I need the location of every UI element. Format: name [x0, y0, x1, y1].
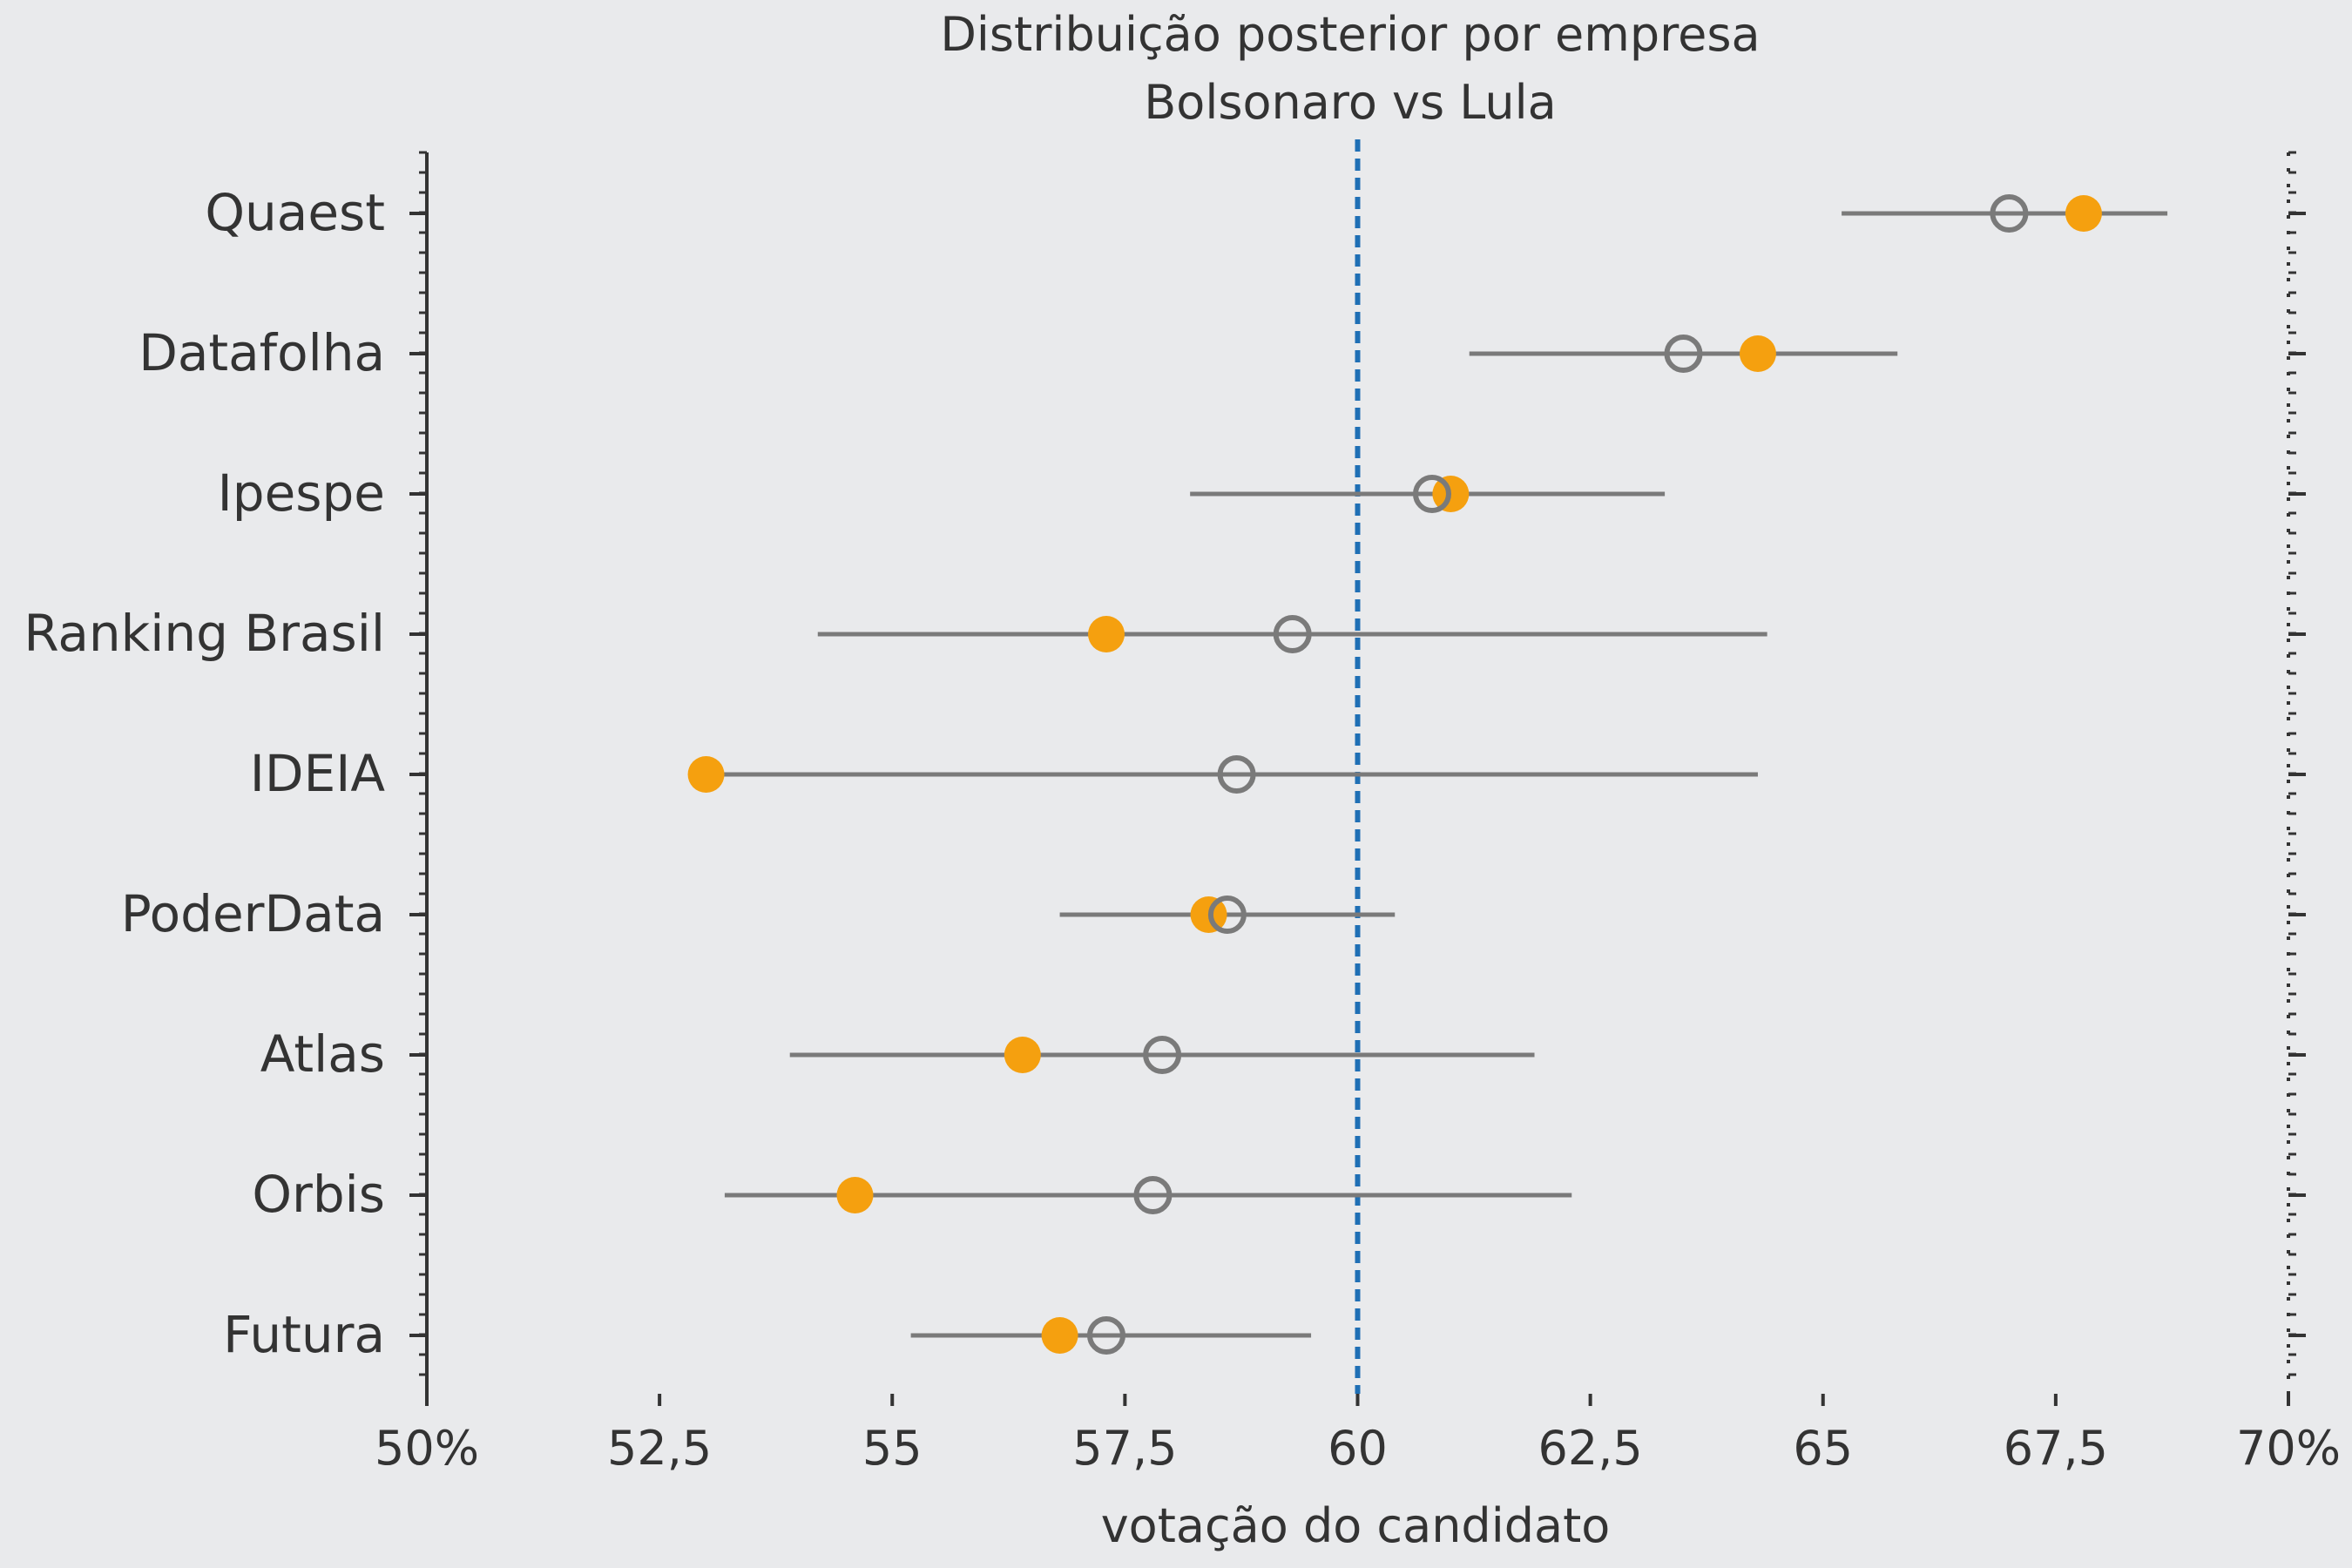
plot-area: Quaest Datafolha Ipespe Ranking Brasil IDEIA… [24, 139, 2341, 1476]
posterior-mean-point [1217, 755, 1256, 794]
observed-point [836, 1177, 874, 1213]
chart-title: Distribuição posterior por empresa [940, 7, 1760, 62]
y-tick-label: Futura [223, 1305, 385, 1364]
posterior-mean-point [1990, 194, 2029, 233]
x-tick-label: 52,5 [607, 1421, 712, 1476]
x-tick-label: 62,5 [1538, 1421, 1643, 1476]
x-tick-label: 50% [375, 1421, 479, 1476]
y-tick-label: PoderData [121, 884, 385, 943]
y-tick-label: Ipespe [218, 463, 385, 523]
observed-point [1739, 335, 1776, 372]
x-tick-label: 60 [1328, 1421, 1388, 1476]
observed-point [2065, 195, 2102, 232]
observed-point [1088, 616, 1125, 652]
x-tick-label: 57,5 [1072, 1421, 1177, 1476]
observed-point [1004, 1037, 1041, 1073]
x-tick-label: 65 [1793, 1421, 1853, 1476]
posterior-mean-point [1273, 615, 1312, 653]
y-tick-label: Atlas [260, 1024, 385, 1084]
observed-point [1041, 1317, 1078, 1354]
posterior-mean-point [1143, 1036, 1182, 1074]
y-tick-label: Orbis [252, 1165, 385, 1224]
posterior-mean-point [1087, 1316, 1126, 1355]
y-tick-label: Ranking Brasil [24, 604, 385, 663]
x-axis-label: votação do candidato [1101, 1498, 1611, 1553]
posterior-mean-point [1412, 475, 1451, 513]
chart-subtitle: Bolsonaro vs Lula [1144, 75, 1557, 130]
posterior-mean-point [1133, 1176, 1173, 1214]
x-tick-label: 67,5 [2004, 1421, 2108, 1476]
y-tick-label: Quaest [205, 183, 385, 242]
y-tick-label: Datafolha [139, 323, 385, 382]
observed-point [687, 756, 725, 793]
posterior-mean-point [1207, 896, 1247, 934]
x-tick-label: 55 [862, 1421, 923, 1476]
y-tick-label: IDEIA [250, 744, 386, 803]
x-tick-label: 70% [2236, 1421, 2341, 1476]
posterior-mean-point [1664, 335, 1703, 373]
